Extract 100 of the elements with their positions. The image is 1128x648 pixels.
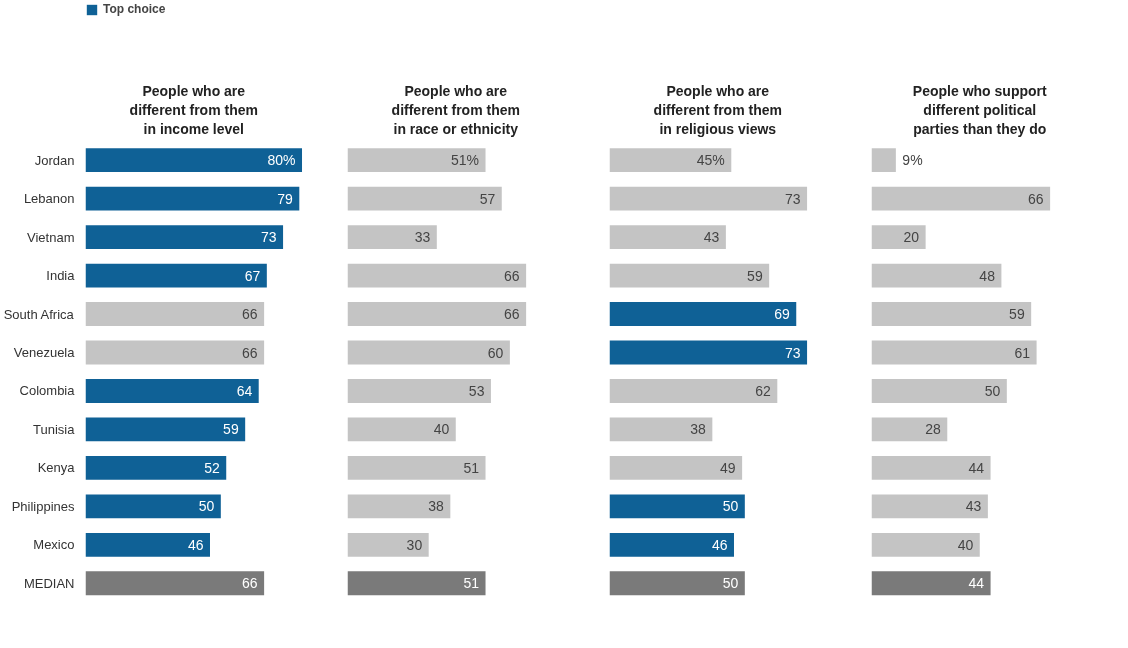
data-label: 44 [968, 459, 985, 476]
bar [347, 571, 486, 596]
bar [347, 148, 486, 173]
chart-title: People who are different from them in race or ethnicity [391, 82, 520, 138]
bar [347, 263, 527, 288]
data-label: 59 [1009, 306, 1025, 323]
bar [871, 225, 926, 250]
data-label: 38 [690, 421, 707, 438]
bar [85, 186, 300, 211]
data-label: 43 [703, 229, 720, 246]
data-label: 73 [261, 229, 277, 246]
data-label: 66 [242, 306, 258, 323]
bar [85, 225, 284, 250]
y-tick-label: Philippines [11, 498, 75, 514]
data-label: 46 [187, 536, 204, 553]
bar [85, 379, 259, 403]
bar [609, 455, 743, 480]
y-tick-label: Mexico [33, 537, 75, 553]
bar [609, 263, 770, 288]
bar [609, 302, 797, 326]
bar [609, 225, 726, 250]
bar [609, 494, 745, 519]
data-label: 33 [414, 229, 431, 246]
y-tick-label: Kenya [37, 460, 76, 476]
data-label: 38 [428, 498, 445, 515]
data-label: 50 [722, 498, 739, 515]
bar [85, 340, 265, 365]
data-label: 59 [223, 421, 239, 438]
data-label: 45% [696, 152, 725, 169]
y-tick-label: South Africa [3, 306, 75, 322]
data-label: 66 [504, 267, 520, 284]
data-label: 57 [479, 190, 496, 207]
bar [347, 186, 502, 211]
data-label: 66 [242, 344, 258, 361]
data-label: 50 [198, 498, 215, 515]
data-label: 60 [487, 344, 504, 361]
bar [347, 225, 437, 250]
y-tick-label: Vietnam [27, 229, 75, 245]
data-label: 44 [968, 575, 985, 592]
bar [85, 455, 227, 480]
data-label: 73 [785, 190, 801, 207]
data-label: 48 [979, 267, 996, 284]
data-label: 51 [463, 459, 480, 476]
bar [609, 532, 734, 557]
bar [871, 186, 1051, 211]
data-label: 73 [785, 344, 801, 361]
bar [347, 494, 451, 519]
bar [85, 571, 265, 596]
bar [609, 186, 808, 211]
data-label: 66 [504, 306, 520, 323]
bar [871, 532, 980, 557]
chart-title: People who are different from them in religious views [653, 82, 782, 138]
data-label: 20 [903, 229, 920, 246]
data-label: 62 [755, 382, 772, 399]
data-label: 40 [957, 536, 974, 553]
bar [347, 417, 456, 442]
bar [347, 340, 510, 365]
y-tick-label: MEDIAN [23, 575, 75, 591]
bar [871, 340, 1037, 365]
bar [871, 494, 988, 519]
bar [871, 379, 1007, 403]
data-label: 51 [463, 575, 480, 592]
bar [871, 417, 948, 442]
bar [871, 455, 991, 480]
bar [85, 148, 303, 173]
bar [871, 571, 991, 596]
legend-label: Top choice [103, 2, 166, 16]
bar [85, 417, 246, 442]
bar [871, 263, 1002, 288]
y-tick-label: Lebanon [23, 191, 75, 207]
data-label: 64 [236, 382, 253, 399]
data-label: 40 [433, 421, 450, 438]
bar [347, 455, 486, 480]
data-label: 79 [277, 190, 294, 207]
bar [85, 532, 210, 557]
bar [347, 302, 527, 326]
bar [609, 340, 808, 365]
data-label: 59 [747, 267, 763, 284]
data-label: 52 [204, 459, 220, 476]
y-tick-label: Venezuela [13, 345, 76, 360]
data-label: 61 [1014, 344, 1031, 361]
bar [347, 532, 429, 557]
data-label: 66 [242, 575, 258, 592]
data-label: 51% [451, 152, 480, 169]
bar [85, 263, 267, 288]
y-tick-label: Tunisia [33, 421, 76, 437]
data-label: 50 [984, 382, 1001, 399]
bar [871, 148, 896, 173]
data-label: 53 [468, 382, 485, 399]
y-tick-label: Colombia [19, 383, 76, 399]
bar [85, 302, 265, 326]
data-label: 69 [774, 306, 790, 323]
bar [609, 148, 732, 173]
y-tick-label: Jordan [34, 152, 75, 168]
chart-title: People who are different from them in income level [129, 82, 258, 138]
bar [609, 571, 745, 596]
data-label: 46 [711, 536, 728, 553]
bar [85, 494, 221, 519]
data-label: 80% [267, 152, 296, 169]
data-label: 67 [244, 267, 261, 284]
